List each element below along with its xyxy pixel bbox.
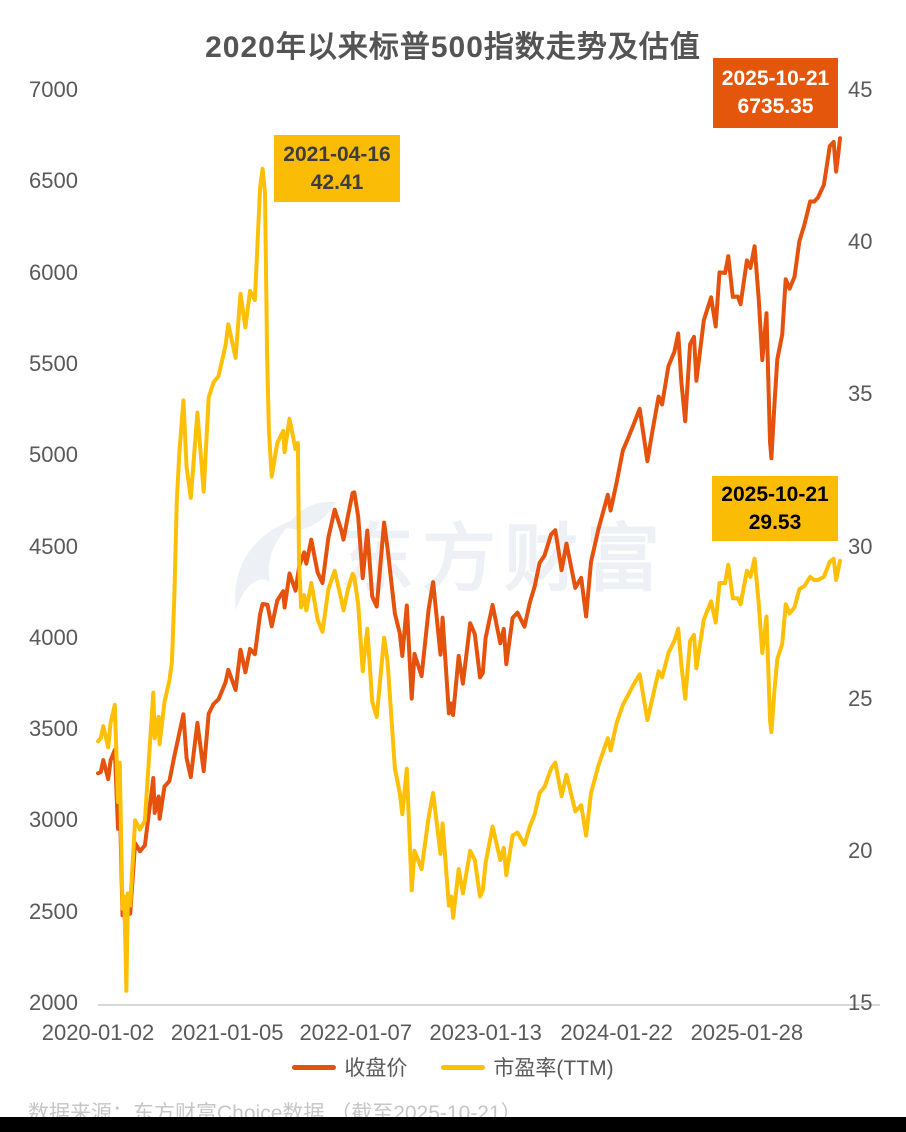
price-axis-tick-3000: 3000 xyxy=(29,807,78,833)
pe-axis-tick-20: 20 xyxy=(848,837,873,863)
price-axis-tick-5000: 5000 xyxy=(29,442,78,468)
price-axis-tick-6500: 6500 xyxy=(29,168,78,194)
date-tick-2024-01-22: 2024-01-22 xyxy=(560,1020,673,1045)
annotation-close-latest: 2025-10-21 6735.35 xyxy=(713,58,838,128)
annotation-date: 2021-04-16 xyxy=(283,142,391,166)
date-tick-2022-01-07: 2022-01-07 xyxy=(299,1020,412,1045)
pe-axis-tick-35: 35 xyxy=(848,381,873,407)
annotation-value: 42.41 xyxy=(310,170,364,194)
pe-axis-tick-30: 30 xyxy=(848,533,873,559)
close-price-line xyxy=(96,136,842,962)
price-axis-tick-5500: 5500 xyxy=(29,350,78,376)
legend-item-close: 收盘价 xyxy=(292,1052,407,1082)
date-tick-2023-01-13: 2023-01-13 xyxy=(429,1020,542,1045)
price-axis-tick-4000: 4000 xyxy=(29,624,78,650)
pe-ratio-line-marker-icon xyxy=(441,1064,486,1070)
annotation-value: 29.53 xyxy=(748,510,802,534)
legend-item-pe: 市盈率(TTM) xyxy=(441,1052,614,1082)
annotation-pe-peak: 2021-04-16 42.41 xyxy=(274,135,400,202)
price-axis-tick-4500: 4500 xyxy=(29,533,78,559)
price-axis-tick-2500: 2500 xyxy=(29,898,78,924)
pe-axis-tick-40: 40 xyxy=(848,229,873,255)
price-axis-tick-2000: 2000 xyxy=(29,990,78,1015)
annotation-pe-latest: 2025-10-21 29.53 xyxy=(712,476,838,541)
pe-ratio-line xyxy=(96,166,842,993)
pe-axis-tick-25: 25 xyxy=(848,685,873,711)
bottom-black-bar xyxy=(0,1117,906,1132)
price-axis-tick-7000: 7000 xyxy=(29,77,78,102)
price-axis-tick-6000: 6000 xyxy=(29,259,78,285)
chart-title: 2020年以来标普500指数走势及估值 xyxy=(205,31,701,64)
pe-axis-tick-45: 45 xyxy=(848,77,873,102)
date-tick-2021-01-05: 2021-01-05 xyxy=(170,1020,284,1045)
legend-label-pe: 市盈率(TTM) xyxy=(493,1057,614,1080)
annotation-date: 2025-10-21 xyxy=(721,482,829,506)
date-tick-2020-01-02: 2020-01-02 xyxy=(41,1020,155,1045)
date-tick-2025-01-28: 2025-01-28 xyxy=(690,1020,804,1045)
annotation-value: 6735.35 xyxy=(737,95,814,118)
price-axis-tick-3500: 3500 xyxy=(29,716,78,742)
annotation-date: 2025-10-21 xyxy=(721,67,830,90)
legend: 收盘价 市盈率(TTM) xyxy=(0,1052,906,1082)
legend-label-close: 收盘价 xyxy=(344,1057,408,1080)
close-price-line-marker-icon xyxy=(292,1064,337,1070)
pe-axis-tick-15: 15 xyxy=(848,990,873,1015)
